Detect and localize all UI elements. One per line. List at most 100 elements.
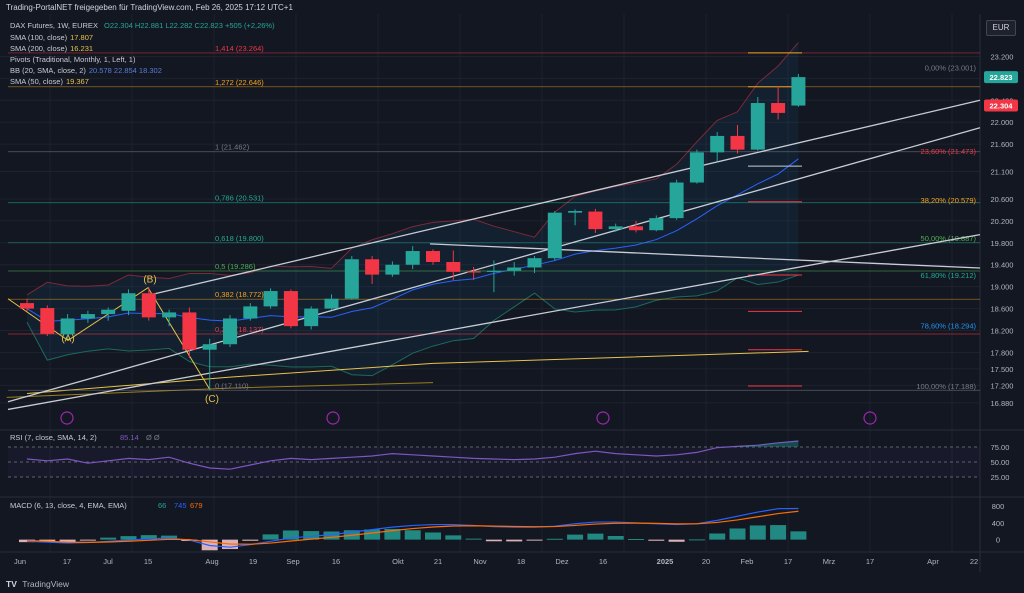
candle-body <box>466 271 481 273</box>
candle-body <box>507 267 522 271</box>
indicator-pivots[interactable]: Pivots (Traditional, Monthly, 1, Left, 1… <box>10 55 135 64</box>
price-label-bg <box>984 99 1018 112</box>
macd-histogram-bar <box>729 528 746 540</box>
candle-body <box>141 293 156 318</box>
price-tick-label: 22.000 <box>991 118 1014 127</box>
time-tick-label: 20 <box>702 557 710 566</box>
tradingview-brand[interactable]: TV TradingView <box>6 579 69 589</box>
macd-histogram-bar <box>668 539 685 542</box>
candle-body <box>446 262 461 272</box>
bb-fill <box>27 42 799 376</box>
time-tick-label: 21 <box>434 557 442 566</box>
candle-body <box>101 309 116 315</box>
macd-title: MACD (6, 13, close, 4, EMA, EMA) <box>10 501 127 510</box>
candle-body <box>283 291 298 327</box>
rsi-line <box>26 440 799 470</box>
candle-body <box>730 135 745 150</box>
macd-histogram-bar <box>384 528 401 540</box>
macd-histogram-bar <box>526 539 543 541</box>
macd-tick-label: 400 <box>992 519 1005 528</box>
macd-histogram-bar <box>100 537 117 540</box>
candle-body <box>588 211 603 230</box>
price-tick-label: 17.500 <box>991 365 1014 374</box>
rsi-title: RSI (7, close, SMA, 14, 2) <box>10 433 97 442</box>
macd-tick-label: 800 <box>992 502 1005 511</box>
time-tick-label: 17 <box>784 557 792 566</box>
macd-histogram-bar <box>120 536 137 540</box>
time-tick-label: Okt <box>392 557 405 566</box>
price-label-bg <box>984 71 1018 84</box>
price-tick-label: 16.880 <box>991 399 1014 408</box>
macd-tick-label: 0 <box>996 536 1000 545</box>
wave-label: (C) <box>205 394 219 405</box>
candle-body <box>243 306 258 319</box>
indicator-label: BB (20, SMA, close, 2) <box>10 66 86 75</box>
rsi-pane: RSI (7, close, SMA, 14, 2) 85.14 Ø Ø 75.00 5… <box>8 433 1009 482</box>
fib-retracement-label: 100,00% (17.188) <box>916 382 976 391</box>
fib-retracement-label: 0,00% (23.001) <box>925 63 977 72</box>
event-icon <box>60 411 74 425</box>
rsi-extra: Ø Ø <box>146 433 160 442</box>
time-axis: Jun 17 Jul 15 Aug 19 Sep 16 Okt 21 Nov 18 Dez 16 2025 2… <box>14 557 978 566</box>
macd-histogram-bar <box>303 531 320 540</box>
indicator-label: SMA (100, close) <box>10 33 68 42</box>
macd-pane: MACD (6, 13, close, 4, EMA, EMA) 66 745 679… <box>10 501 1005 551</box>
indicator-sma200[interactable]: SMA (200, close) 16.231 <box>10 44 93 53</box>
symbol-line[interactable]: DAX Futures, 1W, EUREX O22.304 H22.881 L… <box>10 21 275 30</box>
macd-histogram-bar <box>79 539 96 541</box>
macd-value: 66 <box>158 501 166 510</box>
trend-line-flat <box>429 243 981 269</box>
time-tick-label: 22 <box>970 557 978 566</box>
macd-histogram-bar <box>445 535 462 540</box>
price-tick-label: 19.400 <box>991 261 1014 270</box>
candle-body <box>80 314 95 319</box>
price-tick-label: 17.200 <box>991 381 1014 390</box>
macd-histogram-bar <box>770 525 787 540</box>
rsi-overbought-fill <box>27 441 799 447</box>
candle-body <box>689 152 704 183</box>
candle-body <box>344 259 359 299</box>
candle-body <box>223 318 237 345</box>
fib-retracement-label: 23,60% (21.473) <box>921 147 977 156</box>
macd-histogram-bar <box>59 539 76 543</box>
candle-body <box>608 226 623 230</box>
candle-body <box>60 318 75 335</box>
macd-histogram-bar <box>425 532 441 540</box>
indicator-sma100[interactable]: SMA (100, close) 17.807 <box>10 33 93 42</box>
fib-retracement-label: 78,60% (18.294) <box>921 321 977 330</box>
symbol-label: DAX Futures, 1W, EUREX <box>10 21 98 30</box>
macd-histogram-bar <box>485 539 502 542</box>
currency-button[interactable]: EUR <box>986 20 1016 36</box>
time-tick-label: Mrz <box>823 557 836 566</box>
time-tick-label: Dez <box>555 557 569 566</box>
macd-histogram-bar <box>506 539 523 542</box>
macd-histogram-bar <box>262 534 279 540</box>
time-tick-label: Feb <box>741 557 754 566</box>
macd-histogram-bar <box>242 539 259 541</box>
wave-label: (A) <box>61 333 74 344</box>
macd-histogram-bar <box>546 538 563 540</box>
macd-histogram-bar <box>587 533 604 540</box>
indicator-sma50[interactable]: SMA (50, close) 19.367 <box>10 77 89 86</box>
time-tick-label: 16 <box>599 557 607 566</box>
chart-header-title: Trading-PortalNET freigegeben für Tradin… <box>6 3 293 12</box>
ohlc-values: O22.304 H22.881 L22.282 C22.823 +505 (+2… <box>104 21 275 30</box>
time-tick-label: 17 <box>866 557 874 566</box>
candle-body <box>202 344 217 350</box>
tradingview-logo-icon: TV <box>6 579 17 589</box>
candle-body <box>405 251 420 265</box>
fib-level-label: 0,786 (20.531) <box>215 194 264 203</box>
macd-histogram-bar <box>790 531 807 540</box>
indicator-value: 20.578 22.854 18.302 <box>88 66 162 75</box>
candle-body <box>649 218 664 231</box>
indicator-label: SMA (50, close) <box>10 77 63 86</box>
macd-histogram-bar <box>688 539 705 541</box>
candle-body <box>365 259 380 275</box>
fib-retracement-label: 50,00% (19.887) <box>921 234 977 243</box>
candle-body <box>40 308 55 334</box>
macd-histogram-bar <box>749 525 766 540</box>
price-tick-label: 18.200 <box>991 327 1014 336</box>
price-tick-label: 21.100 <box>991 168 1014 177</box>
indicator-bb[interactable]: BB (20, SMA, close, 2) 20.578 22.854 18.3… <box>10 66 162 75</box>
rsi-tick-label: 25.00 <box>991 473 1010 482</box>
